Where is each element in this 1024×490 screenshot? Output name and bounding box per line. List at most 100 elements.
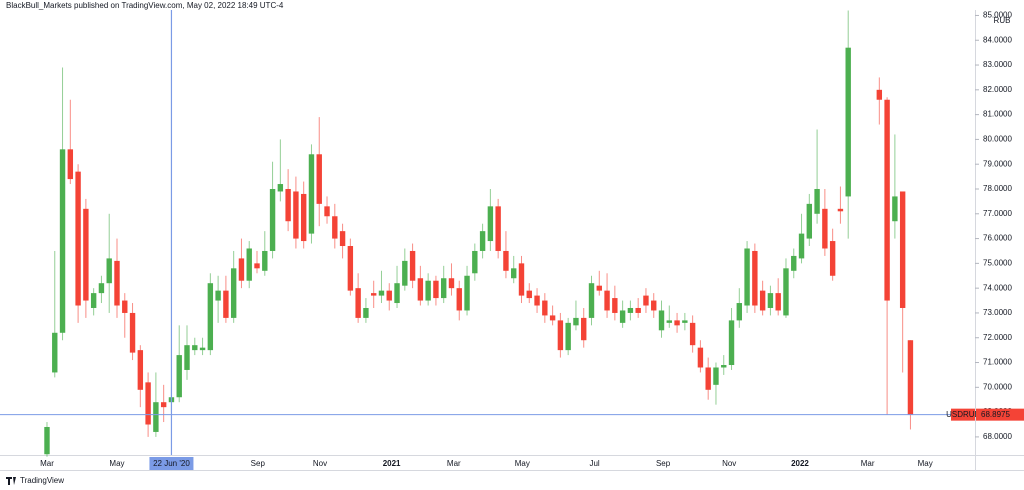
candle-body — [658, 310, 665, 331]
y-tick-label: 68.0000 — [983, 432, 1012, 441]
candle-body — [293, 191, 299, 239]
x-tick-label: 2022 — [791, 459, 809, 468]
symbol-tag — [951, 408, 975, 421]
candle-body — [98, 283, 105, 294]
candle-body — [798, 233, 805, 259]
candle-body — [884, 99, 890, 301]
candle-body — [837, 208, 844, 212]
candle-body — [160, 402, 167, 408]
candle-body — [83, 208, 89, 301]
candle-body — [752, 250, 758, 306]
brand-logo — [6, 477, 16, 485]
y-tick-label: 82.0000 — [983, 85, 1012, 94]
candle-body — [425, 280, 431, 301]
candle-body — [230, 268, 237, 318]
y-tick-label: 80.0000 — [983, 135, 1012, 144]
crosshair-label: 22 Jun '20 — [153, 459, 190, 468]
candle-body — [75, 171, 81, 306]
candle-body — [503, 250, 509, 271]
y-tick-label: 78.0000 — [983, 184, 1012, 193]
candle-body — [316, 154, 322, 204]
candle-body — [176, 355, 182, 398]
x-tick-label: Sep — [656, 459, 671, 468]
candle-body — [627, 307, 634, 313]
candle-body — [565, 322, 571, 351]
candle-body — [635, 307, 641, 313]
candle-body — [495, 206, 501, 251]
x-tick-label: Mar — [447, 459, 461, 468]
symbol-label: USDRUB — [946, 410, 980, 419]
candle-body — [829, 241, 836, 276]
candle-body — [223, 290, 229, 318]
last-price-label: 68.8975 — [981, 410, 1010, 419]
candle-body — [907, 340, 914, 415]
crosshair-tag — [149, 457, 194, 470]
candle-body — [542, 300, 548, 316]
candle-body — [417, 278, 424, 301]
candle-body — [184, 345, 190, 370]
candle-body — [721, 365, 727, 368]
candle-body — [534, 295, 540, 306]
y-tick-label: 74.0000 — [983, 283, 1012, 292]
y-tick-label: 85.0000 — [983, 11, 1012, 20]
candle-body — [137, 350, 144, 390]
candle-body — [596, 285, 602, 291]
candle-body — [581, 317, 587, 341]
candle-body — [145, 382, 151, 425]
candle-body — [876, 89, 883, 100]
x-tick-label: May — [918, 459, 933, 468]
candle-body — [713, 367, 719, 385]
candle-body — [604, 290, 610, 311]
candle-body — [44, 426, 50, 455]
x-tick-label: Mar — [40, 459, 54, 468]
x-tick-label: Nov — [313, 459, 327, 468]
candle-body — [549, 315, 556, 321]
x-tick-label: Jul — [589, 459, 599, 468]
candle-body — [129, 312, 136, 353]
candle-body — [682, 320, 688, 323]
candle-body — [892, 196, 898, 222]
y-tick-label: 76.0000 — [983, 234, 1012, 243]
candle-body — [378, 290, 385, 296]
candle-body — [238, 258, 245, 281]
candle-body — [791, 255, 797, 271]
candle-body — [300, 193, 307, 242]
x-tick-label: Sep — [251, 459, 266, 468]
candle-body — [254, 263, 260, 269]
candle-body — [464, 275, 470, 311]
last-price-tag — [976, 408, 1024, 421]
y-tick-label: 77.0000 — [983, 209, 1012, 218]
currency-label: RUB — [994, 16, 1011, 25]
y-tick-label: 71.0000 — [983, 358, 1012, 367]
candle-body — [207, 283, 214, 351]
candle-body — [728, 320, 735, 366]
candle-body — [355, 288, 361, 318]
x-tick-label: Nov — [722, 459, 736, 468]
candle-body — [775, 293, 781, 311]
candle-body — [697, 347, 704, 368]
candle-body — [783, 268, 789, 316]
y-tick-label: 83.0000 — [983, 60, 1012, 69]
candle-body — [759, 290, 766, 311]
candle-body — [526, 290, 532, 299]
candle-body — [619, 310, 626, 323]
candle-body — [269, 188, 276, 251]
candle-body — [448, 278, 455, 289]
x-tick-label: Mar — [861, 459, 875, 468]
y-tick-label: 72.0000 — [983, 333, 1012, 342]
candle-body — [153, 402, 159, 432]
candle-body — [767, 293, 774, 308]
candle-body — [339, 231, 346, 247]
y-tick-label: 70.0000 — [983, 382, 1012, 391]
candle-body — [643, 295, 649, 306]
candle-body — [59, 149, 66, 333]
y-tick-label: 81.0000 — [983, 110, 1012, 119]
candle-body — [822, 208, 828, 249]
brand: TradingView — [6, 476, 64, 485]
x-tick-label: May — [515, 459, 530, 468]
candle-body — [277, 184, 284, 192]
candle-body — [386, 290, 392, 301]
candle-body — [511, 268, 517, 279]
